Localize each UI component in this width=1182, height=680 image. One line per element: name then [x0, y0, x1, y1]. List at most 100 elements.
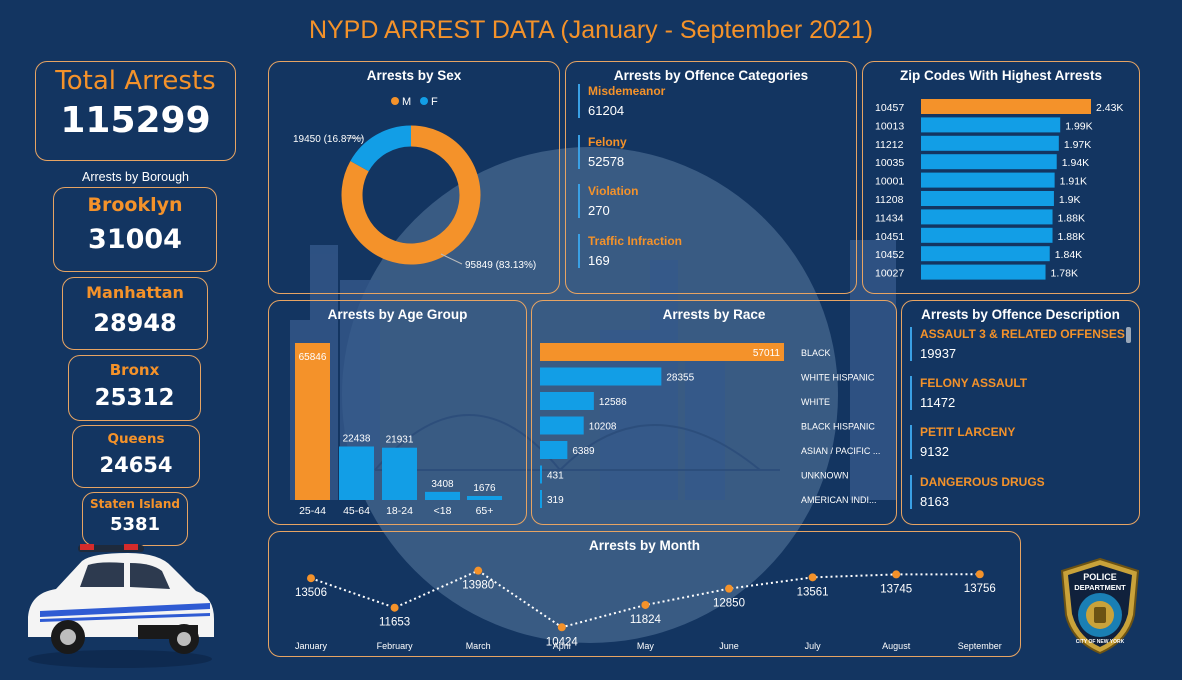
category-label: Misdemeanor — [588, 84, 666, 98]
age-bar[interactable] — [467, 496, 502, 500]
race-value-label: 12586 — [599, 397, 627, 408]
age-value-label: 1676 — [473, 483, 496, 494]
age-value-label: 22438 — [343, 433, 371, 444]
category-label: Violation — [588, 184, 639, 198]
zip-value-label: 1.9K — [1059, 194, 1081, 206]
zip-bar[interactable] — [921, 209, 1053, 225]
zip-value-label: 1.97K — [1064, 139, 1091, 151]
race-value-label: 57011 — [753, 348, 781, 359]
zip-bar[interactable] — [921, 227, 1053, 243]
zip-bar[interactable] — [921, 117, 1061, 133]
borough-value: 25312 — [94, 385, 175, 411]
description-scrollbar[interactable] — [1126, 327, 1131, 343]
slice-m-leader — [440, 253, 463, 265]
zip-bar[interactable] — [921, 135, 1059, 151]
race-bar[interactable] — [540, 343, 784, 361]
month-point[interactable] — [641, 600, 650, 609]
race-bar[interactable] — [540, 392, 594, 410]
sex-donut-chart: M F 19450 (16.87%) 95849 (83.13%) — [293, 96, 536, 271]
zip-code-label: 10001 — [875, 176, 904, 188]
category-label: Felony — [588, 135, 627, 149]
age-category-label: 45-64 — [343, 505, 370, 517]
zip-code-label: 10013 — [875, 120, 904, 132]
age-category-label: 25-44 — [299, 505, 326, 517]
offence-description-card: Arrests by Offence Description ASSAULT 3… — [901, 300, 1140, 525]
month-point[interactable] — [390, 603, 399, 612]
badge-text-top: POLICE — [1083, 572, 1117, 582]
donut-slice-f[interactable] — [350, 125, 412, 172]
borough-name: Queens — [107, 431, 165, 447]
borough-card-manhattan: Manhattan 28948 — [62, 277, 208, 350]
race-value-label: 28355 — [666, 373, 694, 384]
race-bar[interactable] — [540, 465, 542, 484]
month-point[interactable] — [975, 570, 984, 579]
zip-code-label: 11434 — [875, 212, 904, 224]
month-value-label: 12850 — [713, 598, 745, 610]
race-bar[interactable] — [540, 367, 662, 386]
zip-code-label: 11212 — [875, 139, 904, 151]
description-item: ASSAULT 3 & RELATED OFFENSES 19937 — [910, 327, 1125, 361]
category-item-felony: Felony 52578 — [578, 135, 627, 169]
race-category-label: BLACK — [801, 348, 831, 358]
age-bar[interactable] — [339, 446, 374, 500]
borough-card-brooklyn: Brooklyn 31004 — [53, 187, 217, 272]
offence-categories-title: Arrests by Offence Categories — [613, 68, 809, 83]
month-axis-label: June — [719, 641, 739, 651]
borough-card-queens: Queens 24654 — [72, 425, 200, 488]
borough-name: Staten Island — [89, 497, 181, 511]
month-value-label: 13756 — [964, 583, 996, 595]
zip-code-label: 10035 — [875, 157, 904, 169]
zip-bar[interactable] — [921, 154, 1057, 170]
month-axis-label: August — [882, 641, 911, 651]
month-point[interactable] — [808, 573, 817, 582]
race-bar-chart: 57011 BLACK 28355 WHITE HISPANIC 12586 WHITE 1… — [540, 343, 880, 508]
zip-value-label: 2.43K — [1096, 102, 1123, 114]
zip-bar[interactable] — [921, 191, 1054, 206]
badge-text-mid: DEPARTMENT — [1074, 583, 1126, 592]
race-category-label: WHITE HISPANIC — [801, 373, 875, 383]
total-arrests-card: Total Arrests 115299 — [35, 61, 236, 161]
borough-name: Brooklyn — [87, 194, 183, 216]
description-label: FELONY ASSAULT — [920, 376, 1028, 390]
month-axis-label: February — [377, 641, 414, 651]
zip-codes-bar-chart: 10457 2.43K 10013 1.99K 11212 1.97K 10035 1.94K… — [875, 99, 1123, 280]
zip-bar[interactable] — [921, 264, 1046, 280]
month-value-label: 11824 — [630, 614, 662, 626]
description-item: FELONY ASSAULT 11472 — [910, 376, 1027, 410]
zip-value-label: 1.94K — [1062, 157, 1089, 169]
race-value-label: 6389 — [572, 446, 595, 457]
category-value: 270 — [588, 203, 610, 218]
zip-codes-title: Zip Codes With Highest Arrests — [900, 68, 1102, 83]
description-item: PETIT LARCENY 9132 — [910, 425, 1015, 459]
donut-slice-m[interactable] — [341, 125, 481, 265]
zip-bar[interactable] — [921, 172, 1055, 188]
zip-bar[interactable] — [921, 246, 1050, 262]
race-bar[interactable] — [540, 441, 568, 459]
month-point[interactable] — [307, 574, 315, 583]
borough-value: 5381 — [109, 514, 161, 535]
description-item: DANGEROUS DRUGS 8163 — [910, 475, 1045, 509]
month-point[interactable] — [892, 570, 901, 579]
zip-code-label: 10451 — [875, 231, 904, 243]
month-point[interactable] — [557, 623, 566, 632]
borough-name: Bronx — [109, 361, 160, 379]
sex-chart-card: Arrests by Sex M F 19450 (16.87%) 95849 … — [268, 61, 560, 294]
offence-categories-card: Arrests by Offence Categories Misdemeano… — [565, 61, 857, 294]
zip-bar[interactable] — [921, 99, 1091, 114]
legend-swatch-m — [391, 97, 399, 105]
total-arrests-value: 115299 — [60, 100, 211, 141]
age-bar[interactable] — [295, 343, 330, 500]
zip-code-label: 10452 — [875, 249, 904, 261]
race-bar[interactable] — [540, 416, 584, 435]
age-bar[interactable] — [425, 491, 460, 500]
description-label: ASSAULT 3 & RELATED OFFENSES — [920, 327, 1125, 341]
month-point[interactable] — [725, 584, 733, 593]
race-title: Arrests by Race — [662, 307, 766, 322]
total-arrests-label: Total Arrests — [55, 66, 216, 96]
age-bar[interactable] — [382, 447, 417, 500]
month-axis-label: September — [958, 641, 1002, 651]
race-category-label: ASIAN / PACIFIC ... — [801, 446, 880, 456]
month-axis-label: April — [553, 641, 571, 651]
month-point[interactable] — [474, 566, 483, 575]
race-bar[interactable] — [540, 490, 542, 508]
